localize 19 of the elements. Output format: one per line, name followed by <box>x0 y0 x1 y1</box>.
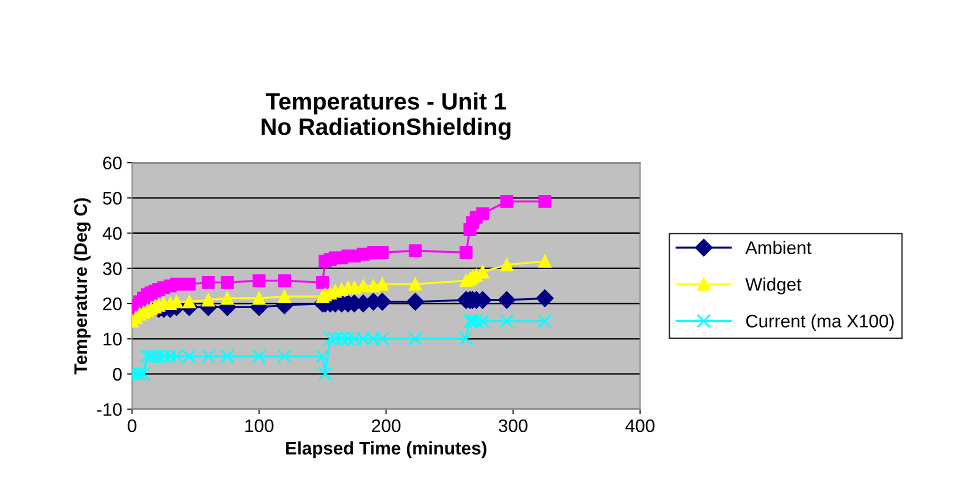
x-tick-label: 100 <box>245 419 274 432</box>
y-axis-title: Temperature (Deg C) <box>74 198 91 374</box>
y-tick-label: 10 <box>104 332 122 346</box>
x-tick-label: 400 <box>625 419 654 432</box>
x-tick-label: 300 <box>498 419 528 432</box>
legend-label: Widget <box>745 278 802 294</box>
legend-label: Current (ma X100) <box>746 314 894 332</box>
x-tick-label: 0 <box>128 419 136 432</box>
chart-title: Temperatures - Unit 1 No RadiationShielding <box>262 92 510 140</box>
legend-label: Ambient <box>745 240 812 254</box>
y-tick-label: 60 <box>103 156 122 170</box>
y-tick-label: 30 <box>102 262 122 276</box>
x-axis-title: Elapsed Time (minutes) <box>286 441 486 458</box>
x-tick-label: 200 <box>372 419 400 432</box>
y-tick-label: -10 <box>97 403 122 416</box>
y-tick-label: 20 <box>103 297 122 310</box>
y-tick-label: 40 <box>102 227 122 240</box>
y-tick-label: 0 <box>113 368 122 381</box>
y-tick-label: 50 <box>102 192 122 205</box>
